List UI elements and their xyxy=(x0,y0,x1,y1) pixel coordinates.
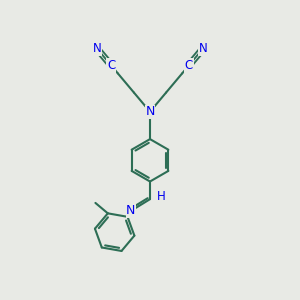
Text: N: N xyxy=(126,204,136,218)
Text: H: H xyxy=(157,190,166,203)
Text: N: N xyxy=(199,42,207,55)
Text: N: N xyxy=(145,105,155,118)
Text: C: C xyxy=(107,59,115,72)
Text: N: N xyxy=(93,42,101,55)
Text: C: C xyxy=(185,59,193,72)
